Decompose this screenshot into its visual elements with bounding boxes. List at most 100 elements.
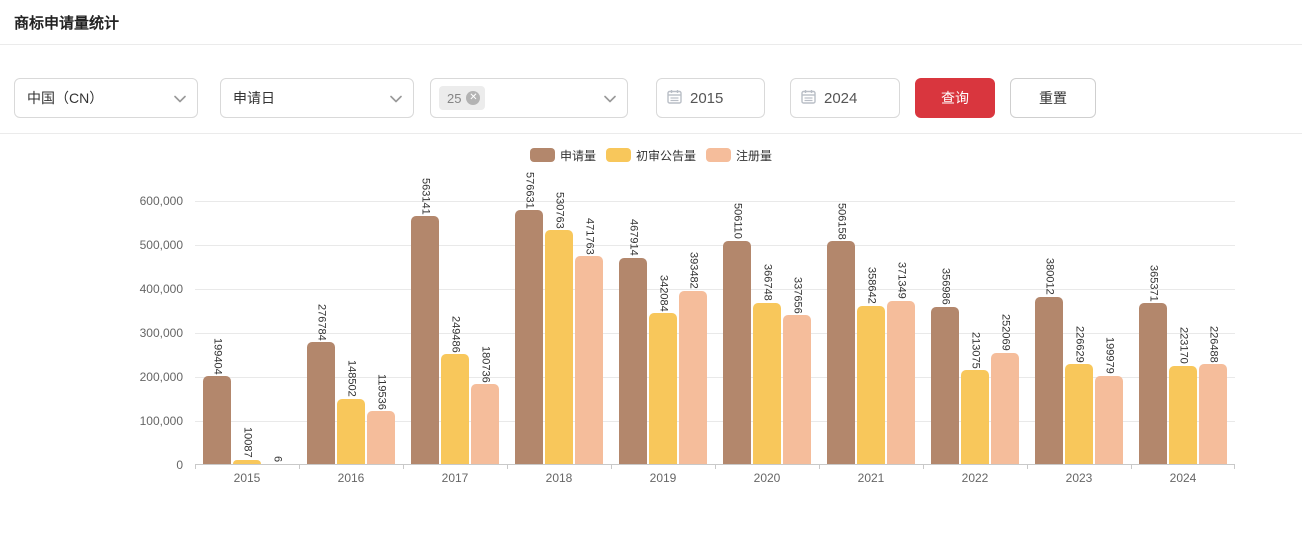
bar-value-label: 337656 [791,276,804,314]
end-year-input[interactable]: 2024 [790,78,900,118]
x-axis-tick [195,464,196,469]
chart-legend: 申请量 初审公告量 注册量 [0,147,1302,163]
bar-注册量-2018[interactable]: 471763 [575,218,603,464]
bar-注册量-2016[interactable]: 119536 [367,374,395,464]
gridline [195,333,1235,334]
bar-注册量-2017[interactable]: 180736 [471,346,499,464]
y-axis-tick-label: 600,000 [139,194,183,208]
page-header: 商标申请量统计 [0,0,1302,45]
bar-注册量-2019[interactable]: 393482 [679,252,707,464]
bar-申请量-2015[interactable]: 199404 [203,338,231,464]
x-axis-category-label: 2021 [857,471,885,485]
bar-group-2017: 563141 249486 180736 [403,178,507,464]
nice-class-select[interactable]: 25 ✕ [430,78,628,118]
legend-item-初审公告量[interactable]: 初审公告量 [605,147,696,164]
x-axis-category-label: 2024 [1169,471,1197,485]
bar-申请量-2020[interactable]: 506110 [723,203,751,464]
legend-swatch-icon [605,148,631,162]
nice-class-tag-value: 25 [447,90,462,106]
bar-value-label: 6 [271,455,284,462]
region-select[interactable]: 中国（CN） [14,78,198,118]
bar-value-label: 530763 [553,191,566,229]
x-axis-category-label: 2020 [753,471,781,485]
bar-初审公告量-2017[interactable]: 249486 [441,316,469,464]
bar-初审公告量-2015[interactable]: 10087 [233,427,261,464]
x-axis-tick [1027,464,1028,469]
bar-value-label: 467914 [627,219,640,257]
bar-注册量-2022[interactable]: 252069 [991,314,1019,464]
legend-label: 申请量 [559,148,596,163]
bar-group-2023: 380012 226629 199979 [1027,201,1131,464]
y-axis-tick-label: 500,000 [139,238,183,252]
bar-注册量-2020[interactable]: 337656 [783,277,811,464]
bar-value-label: 371349 [895,261,908,299]
reset-button[interactable]: 重置 [1010,78,1096,118]
bar-初审公告量-2019[interactable]: 342084 [649,275,677,464]
bar-初审公告量-2023[interactable]: 226629 [1065,326,1093,464]
x-axis-category-label: 2017 [441,471,469,485]
bar-value-label: 223170 [1177,327,1190,364]
bar-初审公告量-2021[interactable]: 358642 [857,267,885,464]
x-axis-tick [715,464,716,469]
bar-value-label: 356986 [939,268,952,305]
calendar-icon [801,89,816,108]
bar-申请量-2023[interactable]: 380012 [1035,258,1063,464]
bar-group-2018: 576631 530763 471763 [507,172,611,464]
bar-初审公告量-2022[interactable]: 213075 [961,332,989,464]
x-axis-category-label: 2023 [1065,471,1093,485]
bar-value-label: 252069 [999,314,1012,352]
bar-申请量-2019[interactable]: 467914 [619,219,647,464]
bar-value-label: 226488 [1207,325,1220,363]
bar-value-label: 199979 [1103,337,1116,375]
y-axis-tick-label: 100,000 [139,414,183,428]
legend-swatch-icon [706,148,731,162]
legend-item-申请量[interactable]: 申请量 [529,147,596,164]
x-axis-category-label: 2022 [961,471,989,485]
bar-申请量-2022[interactable]: 356986 [931,268,959,464]
bar-value-label: 148502 [345,359,358,397]
bar-value-label: 563141 [419,177,432,215]
legend-item-注册量[interactable]: 注册量 [706,147,772,164]
bar-注册量-2024[interactable]: 226488 [1199,326,1227,464]
bar-初审公告量-2020[interactable]: 366748 [753,264,781,464]
x-axis-labels: 2015 2016 2017 2018 2019 2020 2021 2022 2023 2024 [195,471,1235,485]
bar-初审公告量-2018[interactable]: 530763 [545,192,573,464]
date-type-select[interactable]: 申请日 [220,78,414,118]
bar-注册量-2023[interactable]: 199979 [1095,337,1123,464]
bar-初审公告量-2016[interactable]: 148502 [337,360,365,464]
nice-class-tag: 25 ✕ [439,86,486,110]
bar-申请量-2021[interactable]: 506158 [827,203,855,464]
x-axis-category-label: 2016 [337,471,365,485]
bar-注册量-2021[interactable]: 371349 [887,262,915,464]
gridline [195,245,1235,246]
bar-value-label: 358642 [865,267,878,305]
query-button[interactable]: 查询 [915,78,995,118]
bar-value-label: 276784 [315,303,328,341]
bar-value-label: 226629 [1073,325,1086,363]
legend-label: 注册量 [736,148,773,163]
y-axis-tick-label: 400,000 [139,282,183,296]
x-axis-tick [1131,464,1132,469]
calendar-icon [667,89,682,108]
page-title: 商标申请量统计 [14,14,120,32]
close-circle-icon[interactable]: ✕ [466,91,481,105]
start-year-input[interactable]: 2015 [656,78,765,118]
bar-申请量-2018[interactable]: 576631 [515,172,543,464]
end-year-value: 2024 [824,89,858,107]
bar-value-label: 471763 [583,217,596,255]
bar-value-label: 380012 [1043,258,1056,295]
bar-value-label: 10087 [241,426,254,458]
bar-申请量-2016[interactable]: 276784 [307,304,335,464]
bar-申请量-2024[interactable]: 365371 [1139,265,1167,464]
plot-area: 0 100,000 200,000 300,000 400,000 500,000 600,… [140,172,1235,472]
bar-申请量-2017[interactable]: 563141 [411,178,439,464]
x-axis-tick [1234,464,1235,469]
bar-group-2021: 506158 358642 371349 [819,201,923,464]
gridline [195,377,1235,378]
bar-初审公告量-2024[interactable]: 223170 [1169,327,1197,464]
bar-value-label: 506158 [835,202,848,240]
gridline [195,421,1235,422]
divider [0,133,1302,134]
bar-groups: 199404 10087 6 276784 148502 119536 563141 2494… [195,172,1235,464]
x-axis-category-label: 2018 [545,471,573,485]
